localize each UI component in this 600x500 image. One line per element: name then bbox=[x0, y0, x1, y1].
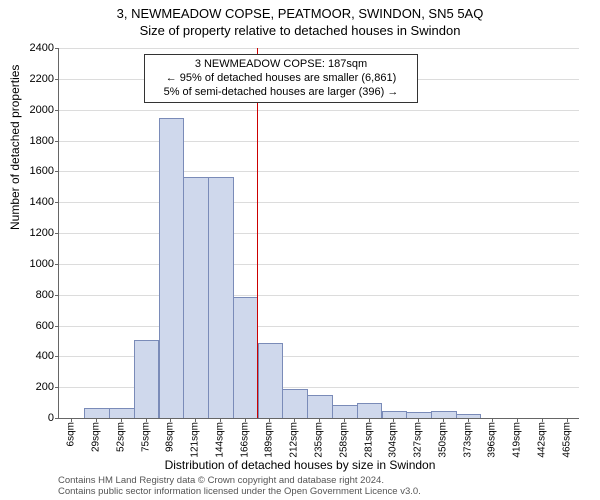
ytick-label: 1800 bbox=[14, 135, 54, 147]
bar bbox=[208, 177, 234, 419]
xtick-label: 166sqm bbox=[239, 422, 250, 458]
xtick-label: 144sqm bbox=[214, 422, 225, 458]
gridline bbox=[59, 141, 579, 142]
bar bbox=[84, 408, 110, 418]
xtick-label: 350sqm bbox=[437, 422, 448, 458]
ytick-label: 1400 bbox=[14, 196, 54, 208]
xtick-label: 373sqm bbox=[462, 422, 473, 458]
bar bbox=[134, 340, 160, 418]
xtick-label: 75sqm bbox=[140, 422, 151, 452]
xtick-label: 304sqm bbox=[388, 422, 399, 458]
annotation-line: 5% of semi-detached houses are larger (3… bbox=[151, 86, 411, 100]
xtick-label: 52sqm bbox=[115, 422, 126, 452]
xtick-label: 281sqm bbox=[363, 422, 374, 458]
xtick-label: 121sqm bbox=[190, 422, 201, 458]
bar bbox=[109, 408, 135, 418]
gridline bbox=[59, 326, 579, 327]
xtick-label: 442sqm bbox=[536, 422, 547, 458]
gridline bbox=[59, 295, 579, 296]
page-subtitle: Size of property relative to detached ho… bbox=[0, 21, 600, 38]
bar bbox=[282, 389, 308, 418]
bar bbox=[233, 297, 259, 418]
annotation-box: 3 NEWMEADOW COPSE: 187sqm← 95% of detach… bbox=[144, 54, 418, 103]
gridline bbox=[59, 264, 579, 265]
gridline bbox=[59, 48, 579, 49]
bar bbox=[431, 411, 457, 418]
ytick-label: 2200 bbox=[14, 73, 54, 85]
xtick-label: 258sqm bbox=[338, 422, 349, 458]
bar bbox=[382, 411, 408, 418]
ytick-label: 600 bbox=[14, 320, 54, 332]
bar bbox=[258, 343, 284, 418]
ytick-label: 2000 bbox=[14, 104, 54, 116]
xtick-label: 98sqm bbox=[165, 422, 176, 452]
ytick-label: 1200 bbox=[14, 227, 54, 239]
annotation-line: ← 95% of detached houses are smaller (6,… bbox=[151, 72, 411, 86]
ytick-label: 800 bbox=[14, 289, 54, 301]
gridline bbox=[59, 202, 579, 203]
ytick-label: 1000 bbox=[14, 258, 54, 270]
xtick-label: 419sqm bbox=[512, 422, 523, 458]
xtick-label: 327sqm bbox=[413, 422, 424, 458]
annotation-line: 3 NEWMEADOW COPSE: 187sqm bbox=[151, 58, 411, 72]
ytick-label: 2400 bbox=[14, 42, 54, 54]
bar bbox=[332, 405, 358, 418]
footer-line: Contains public sector information licen… bbox=[58, 487, 421, 498]
gridline bbox=[59, 110, 579, 111]
page-title: 3, NEWMEADOW COPSE, PEATMOOR, SWINDON, S… bbox=[0, 0, 600, 21]
reference-line bbox=[257, 48, 258, 418]
xtick-label: 396sqm bbox=[487, 422, 498, 458]
x-axis-label: Distribution of detached houses by size … bbox=[0, 458, 600, 472]
histogram-chart: 6sqm29sqm52sqm75sqm98sqm121sqm144sqm166s… bbox=[58, 48, 578, 418]
xtick-label: 189sqm bbox=[264, 422, 275, 458]
bar bbox=[159, 118, 185, 418]
ytick-label: 1600 bbox=[14, 165, 54, 177]
xtick-label: 29sqm bbox=[91, 422, 102, 452]
gridline bbox=[59, 233, 579, 234]
xtick-label: 212sqm bbox=[289, 422, 300, 458]
ytick-label: 400 bbox=[14, 350, 54, 362]
xtick-label: 235sqm bbox=[314, 422, 325, 458]
ytick-label: 0 bbox=[14, 412, 54, 424]
footer-attribution: Contains HM Land Registry data © Crown c… bbox=[58, 476, 421, 498]
xtick-label: 465sqm bbox=[561, 422, 572, 458]
xtick-label: 6sqm bbox=[66, 422, 77, 446]
bar bbox=[307, 395, 333, 418]
bar bbox=[183, 177, 209, 419]
ytick-label: 200 bbox=[14, 381, 54, 393]
bar bbox=[357, 403, 383, 418]
gridline bbox=[59, 171, 579, 172]
